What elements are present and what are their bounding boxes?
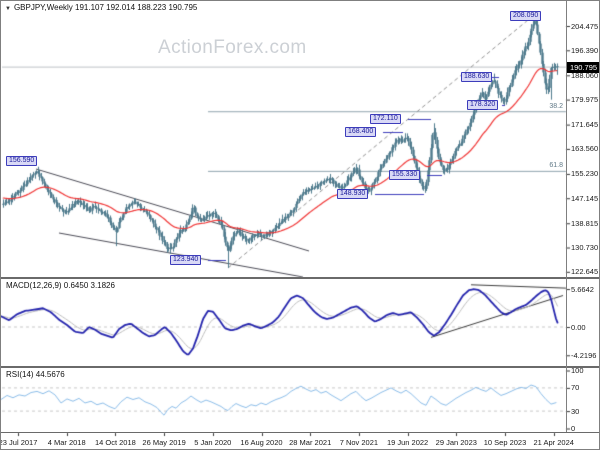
date-tick-label: 28 Mar 2021 [289,438,332,447]
rsi-tick-label: 70 [571,383,580,393]
price-flag: 178.320 [467,100,499,110]
date-tick-label: 21 Apr 2024 [533,438,574,447]
price-tick-label: 130.730 [571,243,599,253]
current-price-tag: 190.795 [567,61,599,73]
collapse-arrow-icon[interactable]: ▼ [5,6,11,12]
price-tick-label: 122.645 [571,267,599,277]
chart-title-bar: ▼ GBPJPY,Weekly 191.107 192.014 188.223 1… [5,3,197,12]
price-tick-label: 138.815 [571,218,599,228]
date-tick-label: 23 Jul 2017 [0,438,38,447]
price-flag: 188.630 [461,72,493,82]
watermark: ActionForex.com [158,37,307,58]
panel-divider [1,366,599,368]
macd-panel-header: MACD(12,26,9) 0.6450 3.1826 [6,281,115,290]
date-tick-label: 5 Jan 2020 [194,438,232,447]
date-tick-label: 19 Jun 2022 [386,438,429,447]
price-tick-label: 163.560 [571,144,599,154]
macd-tick-label: 0.00 [571,322,586,332]
price-tick-label: 204.475 [571,21,599,31]
price-flag: 168.400 [345,127,377,137]
price-flag: 148.930 [337,189,369,199]
price-tick-label: 171.645 [571,120,599,130]
price-flag: 172.110 [370,114,401,124]
date-tick-label: 29 Jan 2023 [435,438,477,447]
price-tick-label: 179.975 [571,95,599,105]
rsi-panel-header: RSI(14) 44.5676 [6,370,65,379]
price-tick-label: 188.060 [571,70,599,80]
date-tick-label: 7 Nov 2021 [339,438,379,447]
date-tick-label: 26 May 2019 [142,438,186,447]
price-flag: 155.330 [389,170,421,180]
rsi-tick-label: 0 [571,424,576,433]
price-tick-label: 155.230 [571,169,599,179]
macd-tick-label: 5.6642 [571,284,594,294]
symbol-ohlc-text: GBPJPY,Weekly 191.107 192.014 188.223 19… [13,3,198,12]
fib-level-label: 38.2 [549,102,563,110]
date-tick-label: 14 Oct 2018 [94,438,136,447]
fib-level-label: 61.8 [549,162,563,170]
rsi-tick-label: 30 [571,406,580,416]
price-tick-label: 147.145 [571,193,599,203]
date-tick-label: 10 Sep 2023 [483,438,527,447]
price-flag: 123.940 [170,255,202,265]
panel-divider [1,432,599,433]
date-tick-label: 4 Mar 2018 [47,438,86,447]
price-tick-label: 196.390 [571,45,599,55]
price-flag: 208.090 [510,11,542,21]
date-tick-label: 16 Aug 2020 [240,438,283,447]
price-flag: 156.590 [6,156,38,166]
macd-tick-label: -4.2196 [571,350,597,360]
panel-divider [1,277,599,279]
price-axis-border [566,1,567,432]
rsi-tick-label: 100 [571,366,584,375]
